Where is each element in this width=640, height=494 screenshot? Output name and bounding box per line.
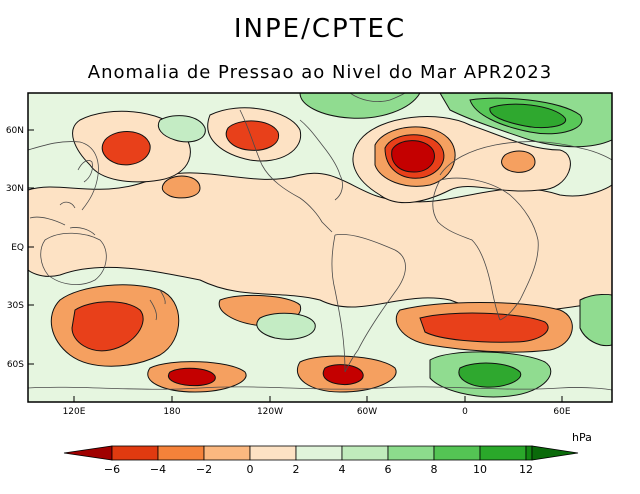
legend-tick-label: 0	[247, 463, 254, 476]
anomaly-region-indian-east-positive	[579, 293, 612, 347]
legend-swatch-10	[525, 445, 533, 461]
latitude-axis: 60N 30N EQ 30S 60S	[6, 126, 34, 370]
anomaly-core-north-atlantic-center	[391, 140, 435, 173]
anomaly-core-south-atlantic	[419, 312, 549, 343]
anomaly-region-tropics-negative	[28, 172, 612, 312]
legend-tick-label: 6	[385, 463, 392, 476]
anomaly-core-amundsen-sea	[322, 364, 364, 385]
coastline-new-zealand	[149, 289, 166, 321]
anomaly-core-kamchatka	[101, 131, 151, 166]
lon-label-60e: 60E	[553, 407, 570, 417]
lat-label-60n: 60N	[6, 126, 24, 136]
anomaly-core-ross-sea	[167, 367, 216, 387]
lat-label-30s: 30S	[7, 301, 24, 311]
coastlines	[28, 93, 612, 391]
coastline-eurasia	[28, 141, 612, 211]
legend-tick-label: 4	[339, 463, 346, 476]
coastline-north-america	[239, 109, 343, 233]
color-legend: −6 −4 −2 0 2 4 6 8 10 12 hPa	[63, 431, 592, 476]
lat-label-30n: 30N	[6, 184, 24, 194]
anomaly-region-pacific-positive	[256, 312, 316, 340]
legend-tick-label: −6	[104, 463, 120, 476]
anomaly-core-south-pacific-west	[71, 301, 144, 352]
legend-swatch-5	[295, 445, 343, 461]
legend-swatch-6	[341, 445, 389, 461]
lon-label-180: 180	[163, 407, 180, 417]
anomaly-region-greenland	[299, 93, 421, 119]
longitude-axis: 120E 180 120W 60W 0 60E	[63, 396, 571, 417]
lon-label-120w: 120W	[257, 407, 283, 417]
legend-swatch-1	[111, 445, 159, 461]
legend-tick-label: −4	[150, 463, 166, 476]
coastline-japan	[77, 160, 93, 183]
lat-label-60s: 60S	[7, 360, 24, 370]
legend-unit: hPa	[572, 431, 592, 444]
legend-swatch-8	[433, 445, 481, 461]
legend-arrow-low	[63, 445, 113, 461]
anomaly-region-arctic-core	[489, 103, 567, 129]
legend-tick-label: 12	[519, 463, 533, 476]
legend-swatch-7	[387, 445, 435, 461]
lon-label-60w: 60W	[357, 407, 377, 417]
coastline-africa	[432, 177, 539, 321]
page-title: INPE/CPTEC	[233, 14, 407, 44]
coastline-south-america	[331, 233, 406, 373]
anomaly-core-central-asia	[501, 150, 536, 173]
legend-swatch-4	[249, 445, 297, 461]
legend-swatch-2	[157, 445, 205, 461]
map-subtitle: Anomalia de Pressao ao Nivel do Mar APR2…	[87, 62, 553, 83]
coastline-indonesia	[29, 201, 96, 236]
coastline-antarctica	[28, 386, 612, 391]
legend-arrow-high	[531, 445, 579, 461]
lat-label-eq: EQ	[11, 243, 24, 253]
coastline-australia	[40, 232, 107, 285]
legend-tick-label: −2	[196, 463, 212, 476]
anomaly-field	[28, 93, 612, 398]
anomaly-region-canada	[157, 115, 206, 143]
anomaly-core-south-indian-positive	[458, 362, 522, 388]
legend-tick-label: 2	[293, 463, 300, 476]
lon-label-0: 0	[462, 407, 468, 417]
anomaly-core-alaska	[225, 120, 280, 151]
legend-tick-label: 8	[431, 463, 438, 476]
anomaly-core-pacific-small	[161, 175, 201, 199]
lon-label-120e: 120E	[63, 407, 86, 417]
legend-swatch-3	[203, 445, 251, 461]
legend-tick-label: 10	[473, 463, 487, 476]
legend-swatch-9	[479, 445, 527, 461]
